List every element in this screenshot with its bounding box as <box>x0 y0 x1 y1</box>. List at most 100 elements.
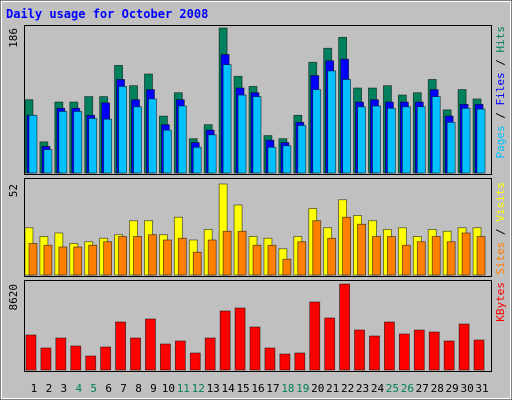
bar <box>103 118 113 174</box>
bar <box>192 146 202 174</box>
legend-entry: Pages <box>494 125 507 158</box>
x-tick-label: 26 <box>401 382 414 395</box>
bar <box>73 246 83 276</box>
bar <box>237 94 247 174</box>
bar <box>28 114 38 174</box>
bar <box>40 347 52 371</box>
x-tick-label: 13 <box>207 382 220 395</box>
x-tick-label: 19 <box>296 382 309 395</box>
bar <box>118 86 127 174</box>
x-tick-label: 4 <box>75 382 82 395</box>
bar <box>327 237 337 276</box>
bar <box>70 345 82 371</box>
bar <box>192 251 202 276</box>
bar <box>145 318 156 371</box>
bar <box>159 343 171 371</box>
x-tick-label: 6 <box>105 382 112 395</box>
chart-title: Daily usage for October 2008 <box>6 7 208 21</box>
x-tick-label: 3 <box>61 382 68 395</box>
legend-separator: / <box>494 53 507 73</box>
y-tick-label: 8620 <box>7 284 20 311</box>
x-tick-label: 12 <box>192 382 205 395</box>
bar <box>372 105 381 174</box>
bar <box>207 134 217 174</box>
x-tick-label: 23 <box>356 382 369 395</box>
bar <box>25 334 37 371</box>
bar <box>354 329 365 371</box>
bar <box>416 241 426 276</box>
bar <box>461 232 471 276</box>
bar <box>327 70 337 174</box>
bar <box>428 331 440 371</box>
x-tick-label: 10 <box>162 382 175 395</box>
bar <box>309 301 321 371</box>
bar <box>413 329 425 371</box>
x-tick-label: 30 <box>460 382 473 395</box>
bar <box>252 96 262 174</box>
bar <box>148 98 157 174</box>
x-tick-label: 9 <box>150 382 157 395</box>
bar <box>148 234 157 276</box>
bar <box>458 323 470 371</box>
x-tick-label: 18 <box>281 382 294 395</box>
x-tick-label: 21 <box>326 382 339 395</box>
bar <box>387 107 396 174</box>
x-tick-label: 31 <box>475 382 488 395</box>
bar <box>162 239 172 276</box>
bar <box>446 121 456 174</box>
bar <box>431 96 441 174</box>
bar <box>431 236 441 276</box>
bar <box>133 106 142 174</box>
legend-separator: / <box>494 106 507 126</box>
bar <box>174 340 186 371</box>
bar <box>312 220 322 276</box>
legend-entry: Sites <box>494 242 507 275</box>
bar <box>476 236 486 276</box>
bar <box>282 145 292 174</box>
x-tick-label: 29 <box>446 382 459 395</box>
x-tick-label: 20 <box>311 382 324 395</box>
legend: KBytes <box>494 282 507 322</box>
bar <box>222 230 232 276</box>
bar <box>401 106 411 174</box>
bar <box>357 223 366 276</box>
bar <box>73 111 83 174</box>
bar <box>234 307 246 371</box>
bar <box>85 355 97 371</box>
x-tick-label: 16 <box>251 382 264 395</box>
x-tick-label: 24 <box>371 382 385 395</box>
bar <box>387 236 396 276</box>
bar <box>342 216 352 276</box>
bar <box>267 244 277 276</box>
bar <box>279 353 291 371</box>
bar <box>88 118 98 174</box>
x-tick-label: 8 <box>135 382 142 395</box>
x-tick-label: 1 <box>31 382 38 395</box>
bar <box>88 244 98 276</box>
bar <box>115 321 126 371</box>
bar <box>162 129 172 174</box>
legend: Pages / Files / Hits <box>494 26 507 159</box>
bar <box>177 105 187 174</box>
legend-separator: / <box>494 222 507 242</box>
bar <box>249 326 261 371</box>
bar <box>357 106 366 174</box>
x-tick-label: 28 <box>431 382 444 395</box>
x-tick-label: 15 <box>236 382 249 395</box>
x-tick-label: 5 <box>90 382 97 395</box>
bar <box>55 337 67 371</box>
bar <box>267 146 277 174</box>
bar <box>476 108 486 174</box>
bar <box>133 236 142 276</box>
bar <box>416 106 426 174</box>
bar <box>369 335 380 371</box>
bar <box>28 243 38 276</box>
bar <box>219 310 231 371</box>
bar <box>461 107 471 174</box>
x-tick-label: 2 <box>46 382 53 395</box>
bar <box>43 149 53 174</box>
legend-entry: Files <box>494 72 507 105</box>
